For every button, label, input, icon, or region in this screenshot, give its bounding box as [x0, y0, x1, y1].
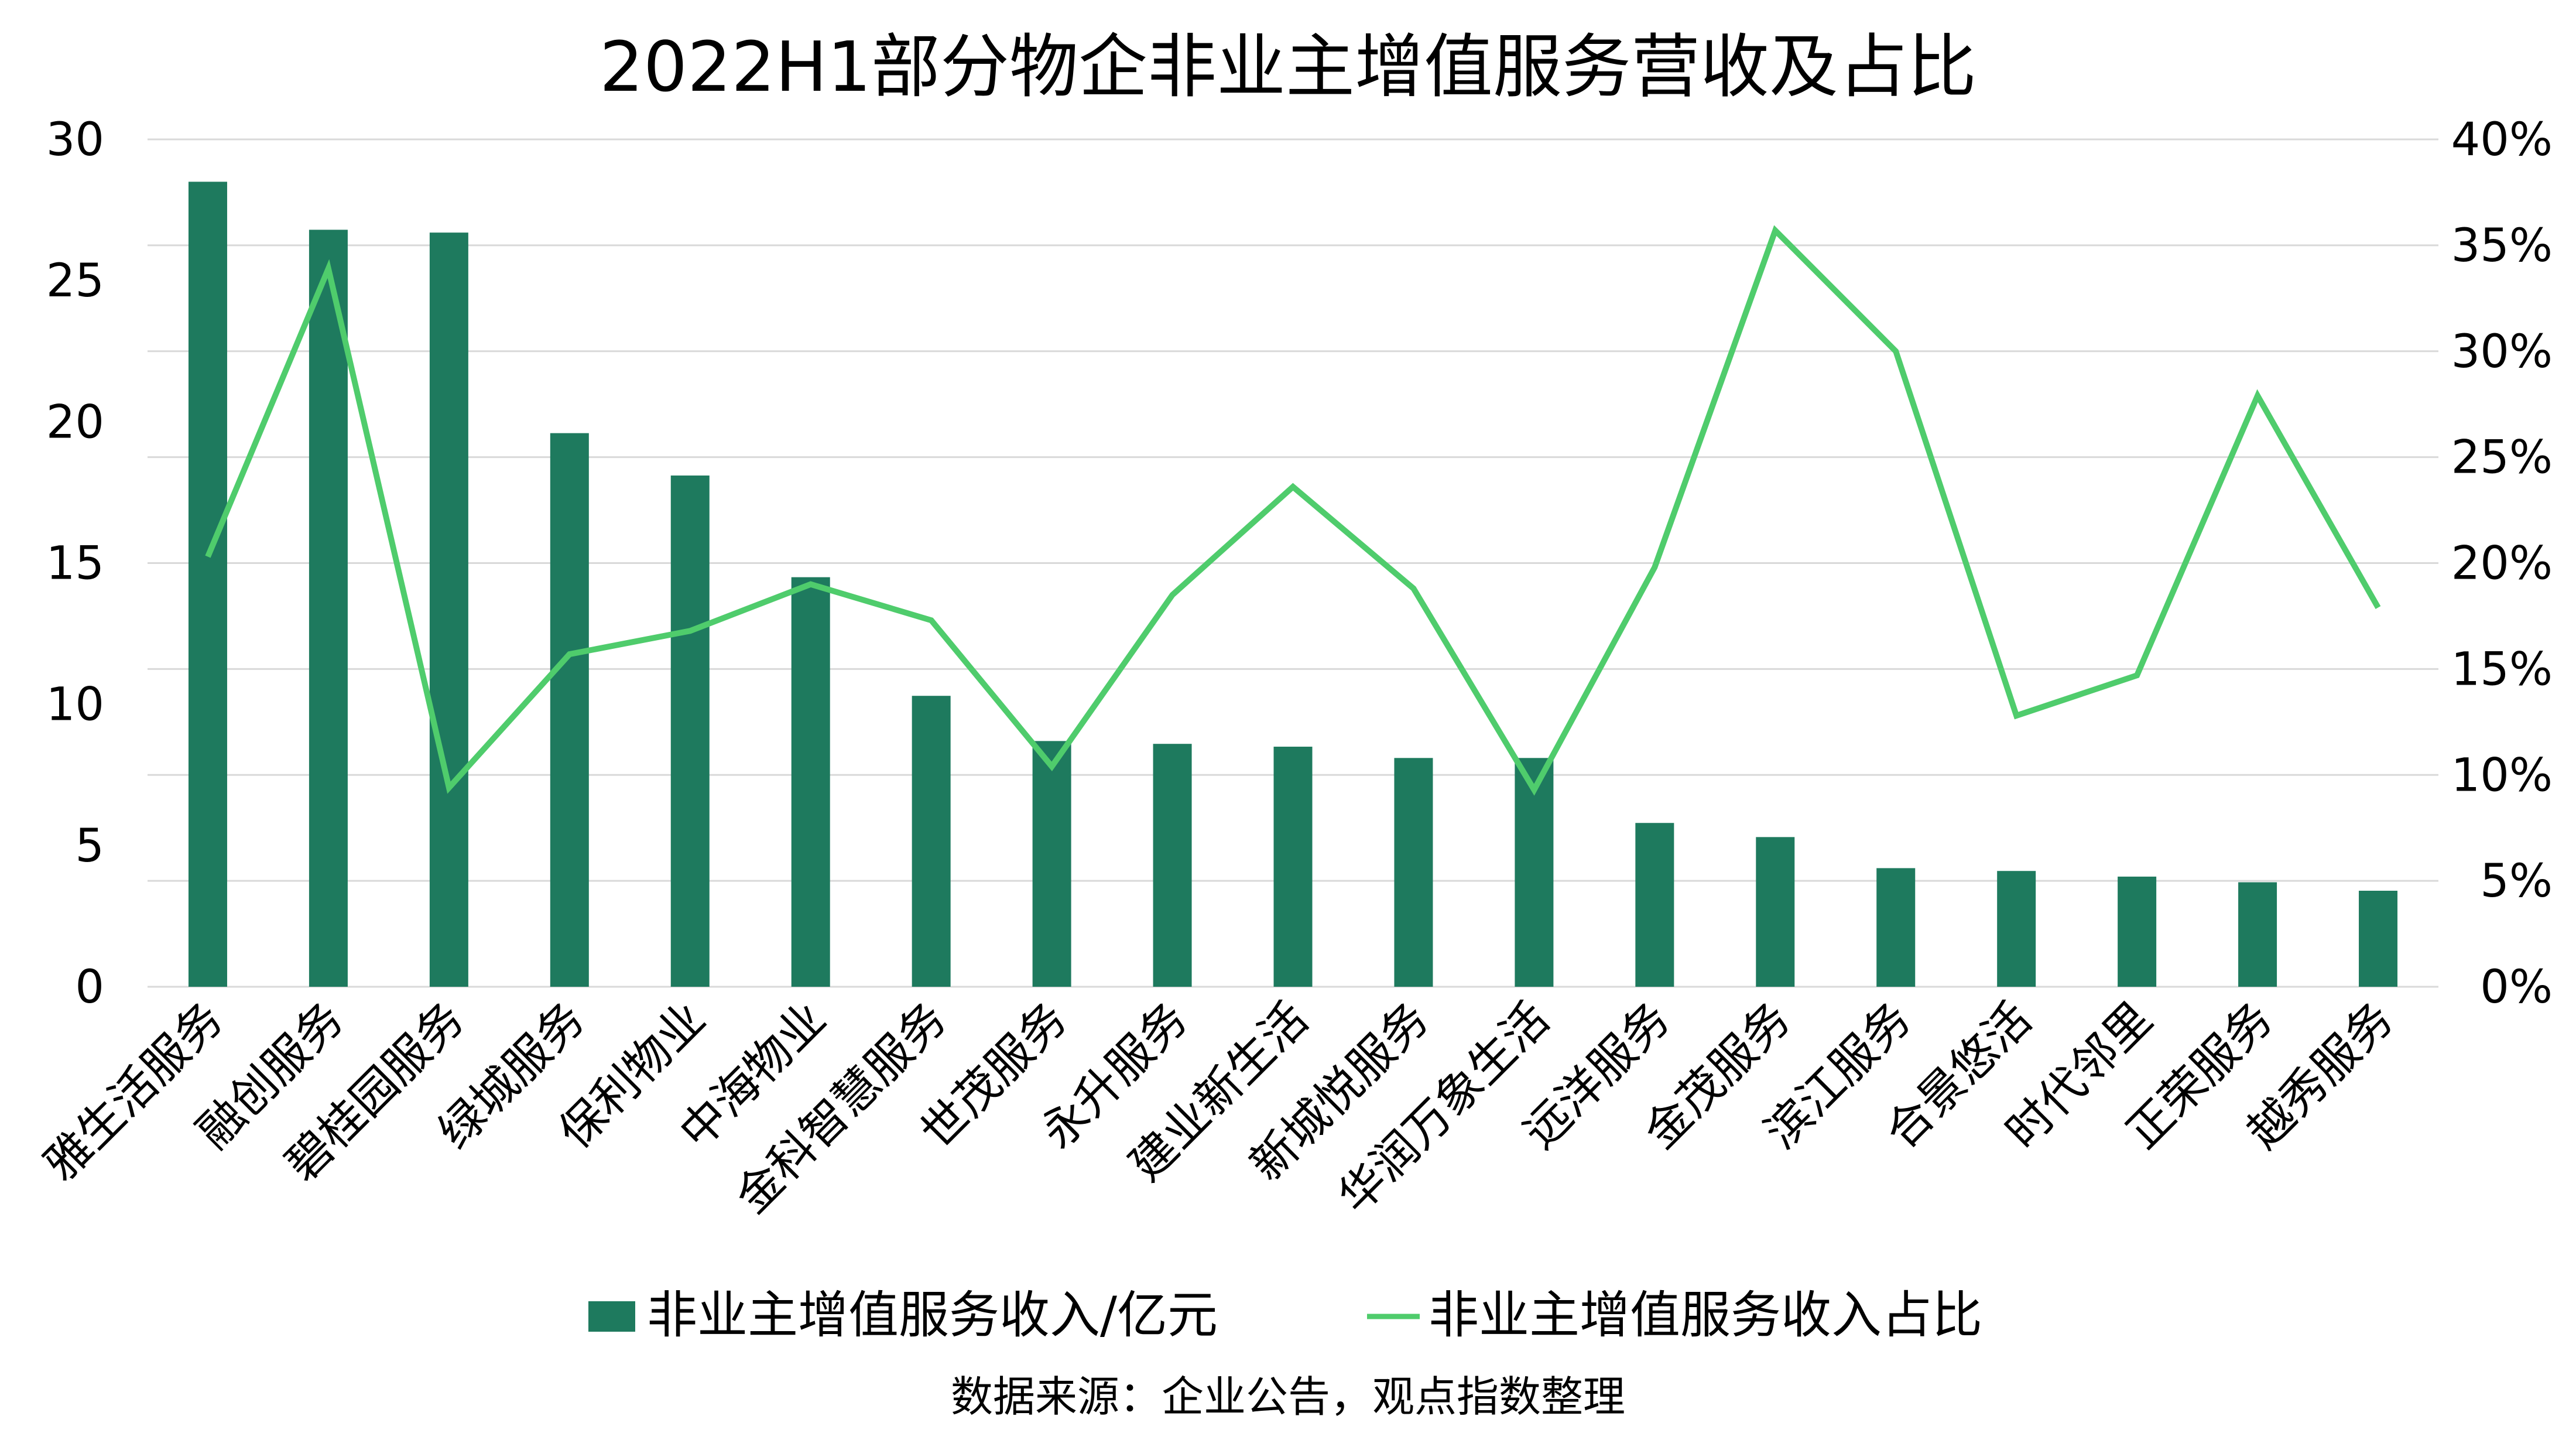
bar — [1032, 741, 1071, 987]
bar — [2238, 882, 2277, 987]
right-axis-tick-label: 10% — [2451, 749, 2553, 802]
bar — [550, 433, 589, 987]
left-axis-tick-label: 10 — [46, 679, 104, 731]
bar — [188, 182, 227, 987]
bar — [2118, 876, 2157, 987]
right-axis-tick-label: 25% — [2451, 432, 2553, 484]
line-path — [205, 225, 2381, 796]
bar — [1756, 837, 1795, 987]
bar — [1273, 747, 1313, 987]
legend-bar-label: 非业主增值服务收入/亿元 — [647, 1286, 1218, 1345]
bar — [791, 577, 830, 987]
legend-bar-swatch — [588, 1301, 635, 1332]
gridlines — [148, 138, 2438, 988]
right-axis-tick-label: 5% — [2480, 855, 2553, 908]
left-axis-tick-label: 15 — [46, 538, 104, 590]
bar — [670, 475, 710, 987]
bar — [429, 232, 468, 987]
left-axis-tick-label: 20 — [46, 396, 104, 449]
right-axis-tick-label: 20% — [2451, 538, 2553, 590]
chart-title: 2022H1部分物企非业主增值服务营收及占比 — [600, 26, 1976, 107]
left-axis: 0 5 10 15 20 25 30 — [46, 114, 104, 1014]
bar-series — [188, 182, 2398, 987]
left-axis-tick-label: 25 — [46, 255, 104, 307]
right-axis: 0% 5% 10% 15% 20% 25% 30% 35% 40% — [2451, 114, 2553, 1014]
right-axis-tick-label: 35% — [2451, 220, 2553, 272]
bar — [1153, 744, 1192, 987]
category-labels: 雅生活服务融创服务碧桂园服务绿城服务保利物业中海物业金科智慧服务世茂服务永升服务… — [35, 993, 2403, 1224]
legend: 非业主增值服务收入/亿元 非业主增值服务收入占比 — [588, 1286, 1982, 1345]
bar — [1515, 758, 1554, 987]
left-axis-tick-label: 30 — [46, 114, 104, 166]
right-axis-tick-label: 30% — [2451, 326, 2553, 378]
category-label: 雅生活服务 — [35, 993, 233, 1191]
right-axis-tick-label: 0% — [2480, 961, 2553, 1014]
left-axis-tick-label: 5 — [75, 820, 104, 873]
bar — [912, 696, 951, 987]
line-series — [205, 225, 2381, 796]
legend-line-label: 非业主增值服务收入占比 — [1429, 1286, 1982, 1345]
bar — [1997, 871, 2036, 987]
category-label: 华润万象生活 — [1328, 993, 1560, 1224]
source-note: 数据来源：企业公告，观点指数整理 — [951, 1372, 1625, 1421]
right-axis-tick-label: 40% — [2451, 114, 2553, 166]
bar — [2359, 891, 2398, 987]
bar — [1635, 823, 1674, 987]
bar — [1394, 758, 1433, 987]
bar — [1876, 868, 1916, 987]
category-label: 金科智慧服务 — [726, 993, 957, 1224]
bar — [309, 230, 348, 987]
right-axis-tick-label: 15% — [2451, 643, 2553, 696]
left-axis-tick-label: 0 — [75, 961, 104, 1014]
